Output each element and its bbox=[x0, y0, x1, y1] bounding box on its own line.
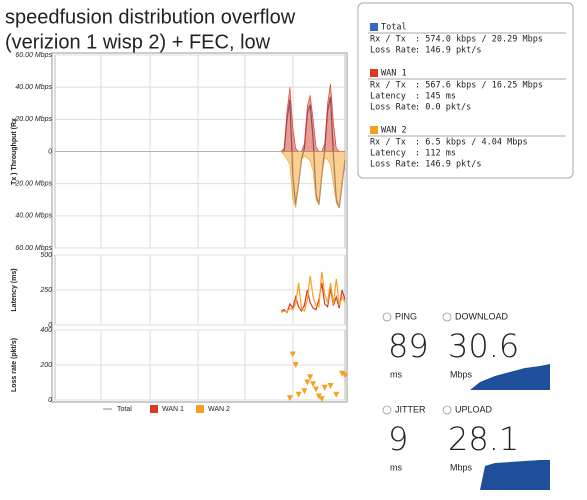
marker bbox=[295, 391, 302, 398]
line bbox=[280, 271, 346, 313]
legend-swatch bbox=[196, 405, 204, 413]
y-tick-label: 0 bbox=[48, 322, 52, 329]
stat-label: Loss Rate bbox=[370, 46, 416, 56]
marker bbox=[313, 386, 319, 393]
y-axis-label: Loss rate (pkt/s) bbox=[11, 338, 18, 392]
marker bbox=[301, 388, 308, 395]
speedtest-unit: Mbps bbox=[450, 369, 473, 379]
stat-label: Loss Rate bbox=[370, 103, 416, 113]
download-graph bbox=[470, 364, 550, 390]
area bbox=[280, 151, 346, 209]
speedtest-unit: ms bbox=[390, 369, 402, 379]
area bbox=[280, 83, 345, 152]
stat-heading: WAN 2 bbox=[381, 126, 407, 136]
stat-heading: Total bbox=[381, 23, 407, 33]
stat-label: Rx / Tx bbox=[370, 138, 406, 148]
marker bbox=[321, 384, 328, 391]
marker bbox=[292, 362, 299, 368]
title-line: (verizion 1 wisp 2) + FEC, low bbox=[5, 31, 271, 53]
marker bbox=[333, 391, 340, 398]
stat-label: Latency bbox=[370, 92, 406, 102]
chart-frame bbox=[51, 52, 348, 403]
y-tick-label: 400 bbox=[40, 327, 52, 334]
upload-graph bbox=[480, 460, 550, 490]
y-tick-label: 0 bbox=[48, 397, 52, 404]
speedtest-label: JITTER bbox=[395, 404, 426, 414]
stat-swatch bbox=[370, 23, 378, 31]
speedtest-label: PING bbox=[395, 311, 417, 321]
speedtest-label: DOWNLOAD bbox=[455, 311, 509, 321]
marker bbox=[318, 396, 325, 403]
y-tick-label: 0 bbox=[48, 148, 52, 155]
stat-value: : 574.0 kbps / 20.29 Mbps bbox=[415, 35, 543, 45]
marker bbox=[307, 374, 314, 381]
speedtest-icon bbox=[442, 405, 452, 415]
speedtest-value: 89 bbox=[388, 327, 429, 365]
speedtest-value: 9 bbox=[388, 420, 408, 458]
stat-label: Latency bbox=[370, 149, 406, 159]
marker bbox=[327, 383, 334, 389]
stat-label: Rx / Tx bbox=[370, 81, 406, 91]
stat-value: : 146.9 pkt/s bbox=[415, 46, 482, 56]
speedtest-value: 30.6 bbox=[448, 327, 519, 365]
speedtest-icon bbox=[382, 405, 392, 415]
y-tick-label: 200 bbox=[39, 362, 52, 369]
legend-swatch bbox=[150, 405, 158, 413]
legend-label: WAN 1 bbox=[162, 406, 184, 413]
y-tick-label: 20.00 Mbps bbox=[14, 181, 52, 188]
y-tick-label: 40.00 Mbps bbox=[15, 84, 52, 91]
marker bbox=[315, 393, 322, 400]
y-tick-label: 60.00 Mbps bbox=[15, 245, 52, 252]
marker bbox=[304, 379, 311, 386]
stat-value: : 0.0 pkt/s bbox=[415, 103, 471, 113]
stat-label: Loss Rate bbox=[370, 160, 416, 170]
stat-value: : 145 ms bbox=[415, 92, 456, 102]
title-line: speedfusion distribution overflow bbox=[5, 6, 296, 28]
legend-label: Total bbox=[117, 406, 132, 413]
marker bbox=[286, 395, 293, 402]
stat-value: : 567.6 kbps / 16.25 Mbps bbox=[415, 81, 543, 91]
stat-value: : 112 ms bbox=[415, 149, 456, 159]
speedtest-unit: ms bbox=[390, 462, 402, 472]
legend-label: WAN 2 bbox=[208, 406, 230, 413]
speedtest-icon bbox=[382, 312, 392, 322]
stat-heading: WAN 1 bbox=[381, 69, 407, 79]
speedtest-icon bbox=[442, 312, 452, 322]
speedtest-unit: Mbps bbox=[450, 462, 473, 472]
stats-panel bbox=[357, 2, 574, 179]
speedtest-label: UPLOAD bbox=[455, 404, 493, 414]
y-axis-label: Latency (ms) bbox=[11, 268, 18, 311]
y-tick-label: 40.00 Mbps bbox=[15, 213, 52, 220]
stat-swatch bbox=[370, 69, 378, 77]
y-tick-label: 500 bbox=[40, 252, 52, 259]
stat-label: Rx / Tx bbox=[370, 35, 406, 45]
line bbox=[280, 282, 346, 314]
marker bbox=[339, 370, 346, 377]
y-tick-label: 250 bbox=[39, 287, 52, 294]
stat-swatch bbox=[370, 126, 378, 134]
marker bbox=[310, 381, 317, 388]
marker bbox=[342, 372, 348, 379]
stat-value: : 146.9 pkt/s bbox=[415, 160, 482, 170]
stat-value: : 6.5 kbps / 4.04 Mbps bbox=[415, 138, 528, 148]
y-axis-label: Tx ) Throughput (Rx bbox=[11, 118, 18, 185]
speedtest-value: 28.1 bbox=[448, 420, 519, 458]
marker bbox=[289, 351, 296, 358]
y-tick-label: 20.00 Mbps bbox=[14, 116, 52, 123]
y-tick-label: 60.00 Mbps bbox=[15, 52, 52, 59]
